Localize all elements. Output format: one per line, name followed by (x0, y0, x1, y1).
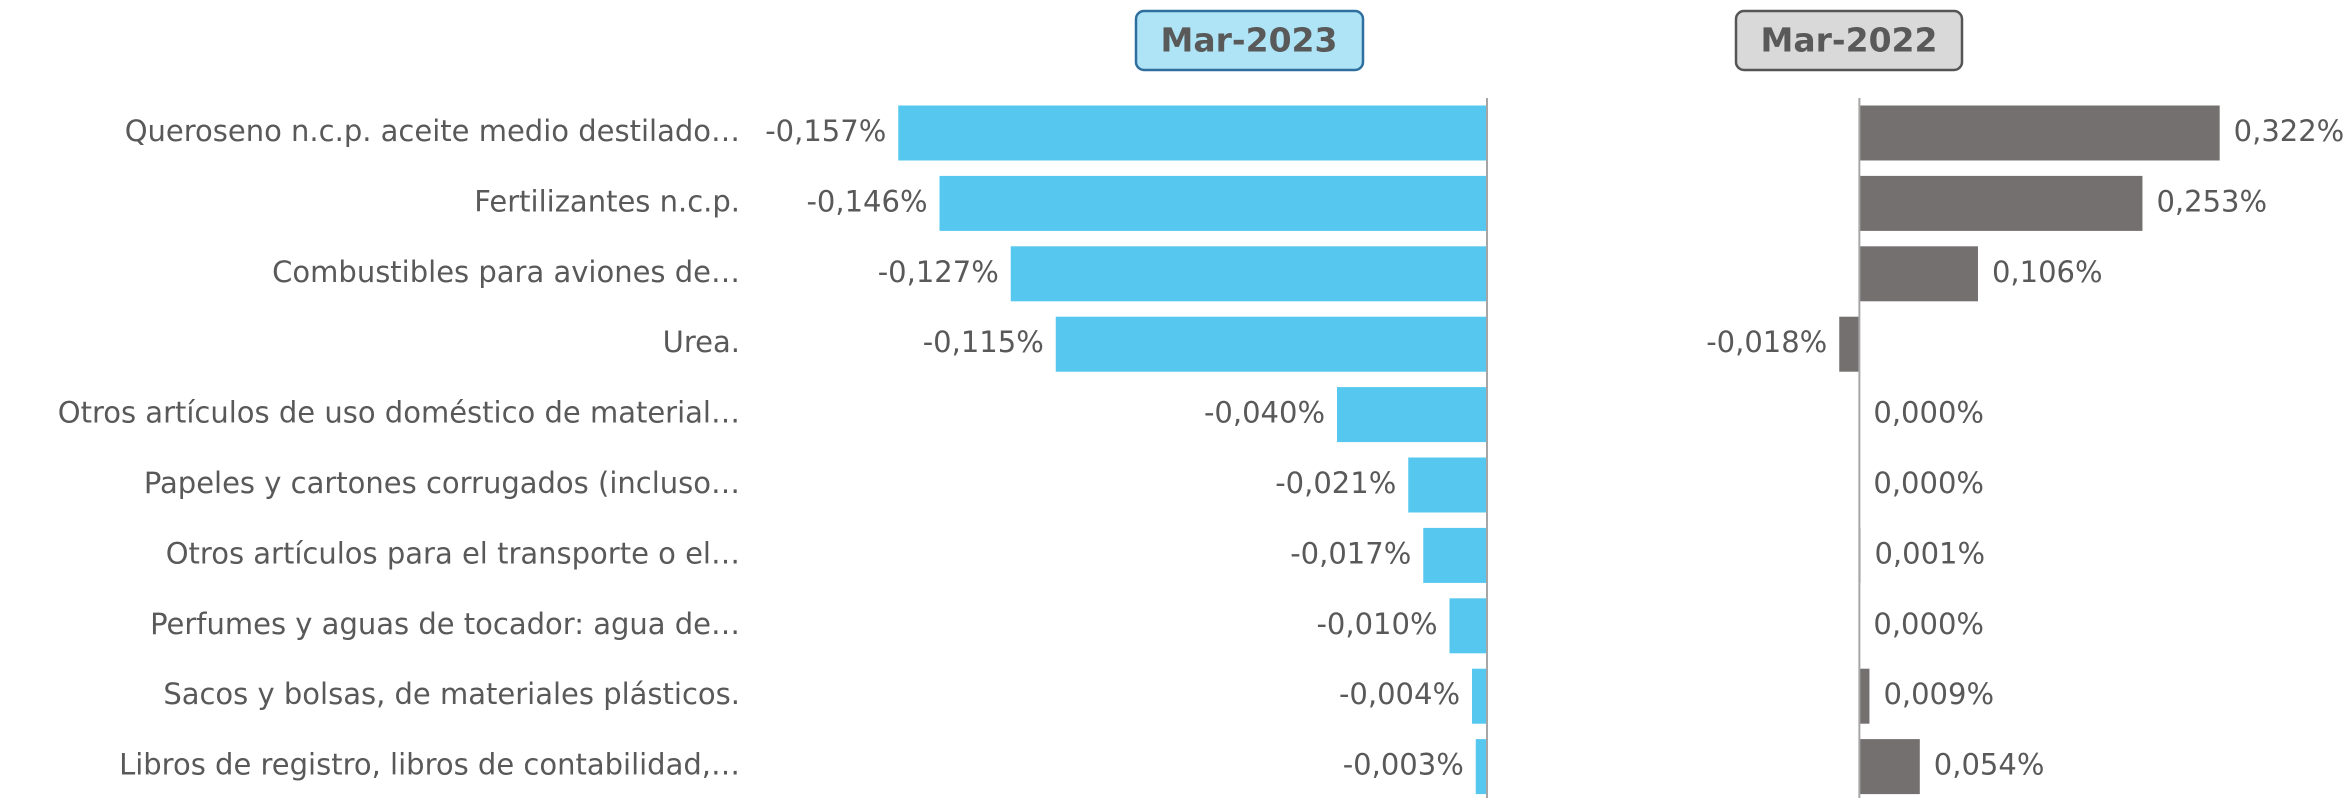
category-label: Papeles y cartones corrugados (incluso… (144, 466, 740, 500)
data-label: -0,017% (1290, 536, 1411, 570)
data-label: 0,001% (1874, 536, 1985, 570)
data-label: 0,322% (2234, 114, 2343, 148)
data-label: -0,040% (1204, 396, 1325, 430)
data-label: -0,127% (878, 255, 999, 289)
chart-title: Mar-2023 (1161, 21, 1338, 60)
data-label: -0,003% (1343, 748, 1464, 782)
data-label: -0,004% (1339, 677, 1460, 711)
data-label: 0,253% (2156, 184, 2267, 218)
bar (1475, 739, 1487, 795)
bar (1423, 527, 1487, 583)
data-label: -0,021% (1275, 466, 1396, 500)
header-box (1734, 9, 1964, 72)
bar (1449, 598, 1487, 654)
data-label: -0,146% (806, 184, 927, 218)
bar (1859, 668, 1870, 724)
category-label: Sacos y bolsas, de materiales plásticos. (163, 677, 740, 711)
bar (1055, 316, 1487, 372)
data-label: 0,009% (1883, 677, 1994, 711)
chart-title: Mar-2022 (1761, 21, 1938, 60)
data-label: -0,010% (1316, 607, 1437, 641)
header-box (1134, 9, 1365, 72)
bar (1010, 246, 1487, 302)
data-label: -0,018% (1706, 325, 1827, 359)
data-label: 0,000% (1873, 466, 1984, 500)
category-label: Combustibles para aviones de… (272, 255, 740, 289)
bar (1859, 246, 1978, 302)
category-label: Libros de registro, libros de contabilid… (119, 748, 740, 782)
bar (1859, 175, 2143, 231)
bar (939, 175, 1487, 231)
category-label: Perfumes y aguas de tocador: agua de… (150, 607, 740, 641)
category-label: Queroseno n.c.p. aceite medio destilado… (125, 114, 740, 148)
category-label: Fertilizantes n.c.p. (474, 184, 740, 218)
bar (1839, 316, 1860, 372)
category-label: Urea. (663, 325, 740, 359)
bar (1859, 739, 1920, 795)
data-label: 0,106% (1992, 255, 2103, 289)
bar (1408, 457, 1487, 513)
bar (1472, 668, 1487, 724)
bar (898, 105, 1487, 161)
category-label: Otros artículos de uso doméstico de mate… (58, 396, 740, 430)
data-label: 0,054% (1934, 748, 2045, 782)
data-label: -0,115% (923, 325, 1044, 359)
data-label: 0,000% (1873, 607, 1984, 641)
data-label: -0,157% (765, 114, 886, 148)
data-label: 0,000% (1873, 396, 1984, 430)
bar (1337, 387, 1487, 443)
category-label: Otros artículos para el transporte o el… (166, 536, 740, 570)
bar (1859, 105, 2220, 161)
